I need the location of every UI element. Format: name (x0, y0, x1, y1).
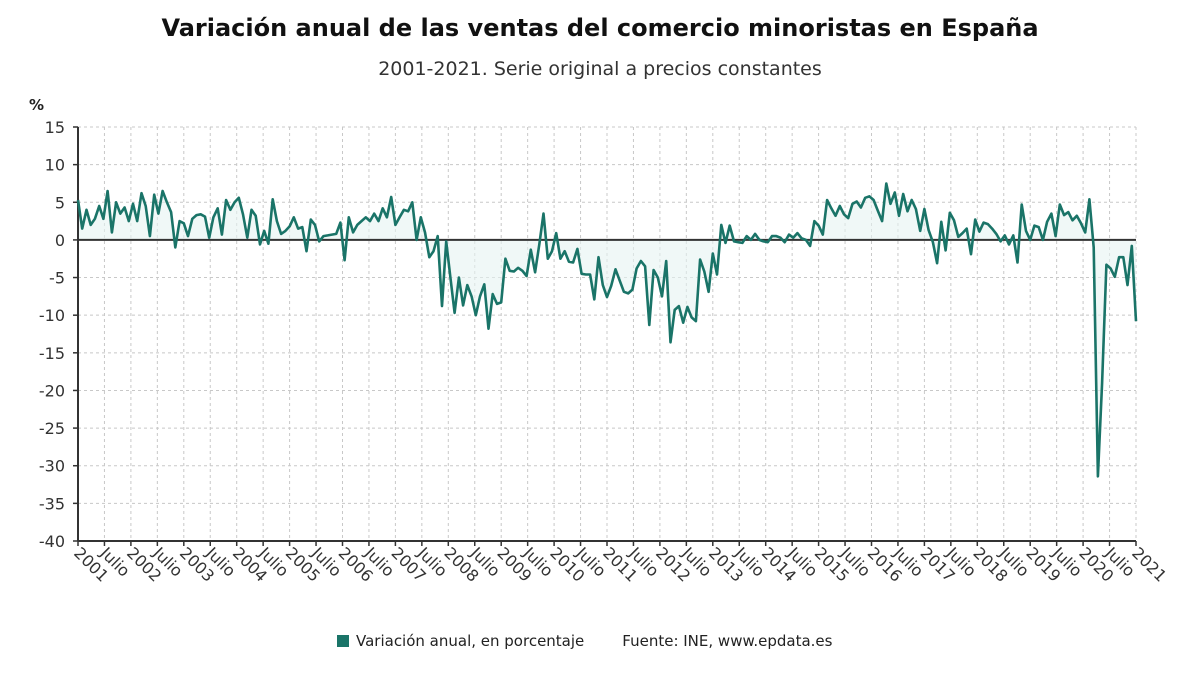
y-tick-label: -5 (49, 269, 65, 288)
source-note: Fuente: INE, www.epdata.es (622, 632, 833, 650)
y-tick-label: 10 (45, 156, 65, 175)
y-tick-label: 15 (45, 118, 65, 137)
x-tick-labels: 2001Julio2002Julio2003Julio2004Julio2005… (70, 543, 1170, 586)
y-tick-label: -35 (39, 494, 65, 513)
grid (73, 126, 1137, 546)
y-tick-label: -15 (39, 344, 65, 363)
y-tick-label: -25 (39, 419, 65, 438)
y-tick-label: -10 (39, 306, 65, 325)
chart-title: Variación anual de las ventas del comerc… (161, 14, 1039, 42)
legend: Variación anual, en porcentaje Fuente: I… (337, 632, 832, 650)
y-tick-label: -40 (39, 532, 65, 551)
series-area (78, 183, 1136, 477)
y-axis-label: % (29, 96, 44, 114)
legend-label: Variación anual, en porcentaje (356, 632, 585, 650)
y-tick-label: -30 (39, 457, 65, 476)
legend-swatch (337, 635, 349, 647)
series-line (76, 182, 1138, 478)
y-tick-label: 5 (55, 193, 65, 212)
y-tick-label: -20 (39, 381, 65, 400)
y-tick-labels: 15 10 5 0 -5 -10 -15 -20 -25 -30 -35 -40 (39, 118, 65, 551)
y-tick-label: 0 (55, 231, 65, 250)
chart-subtitle: 2001-2021. Serie original a precios cons… (378, 58, 822, 80)
